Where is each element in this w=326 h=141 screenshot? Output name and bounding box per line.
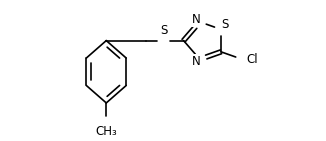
Text: S: S [160, 24, 167, 37]
Text: CH₃: CH₃ [96, 125, 117, 138]
Text: S: S [221, 18, 229, 31]
Text: N: N [192, 55, 200, 68]
Text: N: N [192, 13, 200, 26]
Text: Cl: Cl [246, 53, 258, 66]
